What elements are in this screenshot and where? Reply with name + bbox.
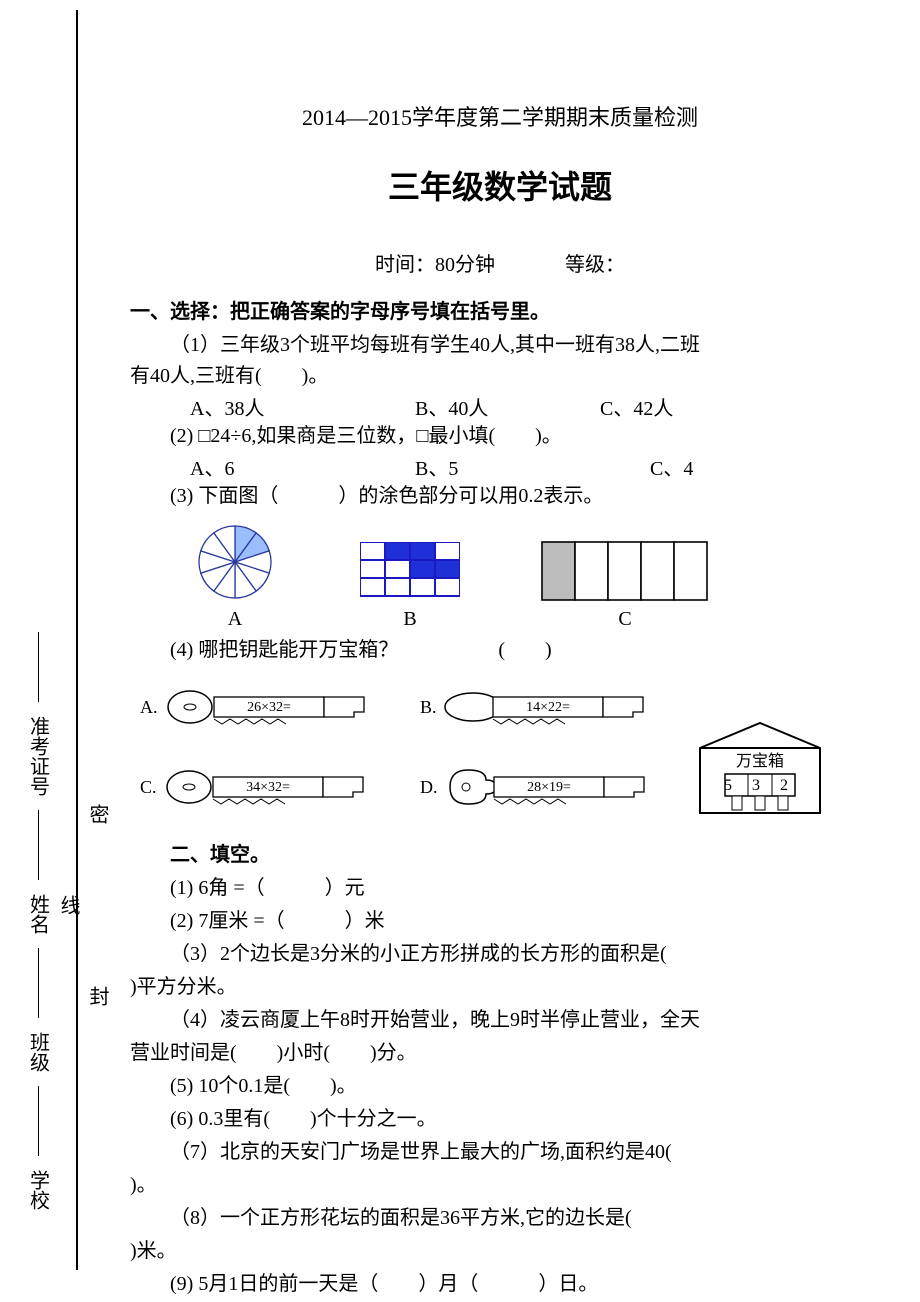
f8a: （8）一个正方形花坛的面积是36平方米,它的边长是( (130, 1203, 870, 1234)
side-underline (38, 632, 39, 702)
treasure-box: 万宝箱 5 3 2 (690, 718, 830, 823)
q4-key-a: A. 26×32= (140, 682, 374, 732)
key-icon: 28×19= (444, 762, 654, 812)
q3-fig-a: A (190, 522, 280, 631)
side-school-label: 学校 (24, 1170, 53, 1210)
f4a: （4）凌云商厦上午8时开始营业，晚上9时半停止营业，全天 (130, 1005, 870, 1036)
f8b: )米。 (130, 1236, 870, 1267)
f5: (5) 10个0.1是( )。 (130, 1071, 870, 1102)
q1-optB: B、40人 (415, 392, 595, 421)
f1: (1) 6角 =（ ）元 (130, 873, 870, 904)
margin-rule (76, 10, 78, 1270)
q2-stem: (2) □24÷6,如果商是三位数，□最小填( )。 (130, 421, 870, 452)
box-digits: 5 3 2 (724, 777, 796, 794)
q4-label-a: A. (140, 697, 158, 718)
q4-stem: (4) 哪把钥匙能开万宝箱？ ( ) (130, 635, 870, 666)
side-class: 班级 (24, 1032, 53, 1072)
pie-icon (190, 522, 280, 602)
fill-blanks: (1) 6角 =（ ）元 (2) 7厘米 =（ ）米 （3）2个边长是3分米的小… (130, 873, 870, 1300)
grid-icon (360, 542, 460, 602)
q4-label-d: D. (420, 777, 438, 798)
key-icon: 34×32= (163, 762, 373, 812)
q2-options: A、6 B、5 C、4 (130, 452, 870, 481)
key-icon: 26×32= (164, 682, 374, 732)
svg-text:28×19=: 28×19= (527, 780, 571, 795)
q1-stem-b: 有40人,三班有( )。 (130, 361, 870, 392)
side-school: 学校 (24, 1170, 53, 1210)
f9: (9) 5月1日的前一天是（ ）月（ ）日。 (130, 1269, 870, 1300)
q3-label-b: B (360, 608, 460, 631)
q2-optB: B、5 (415, 452, 645, 481)
q1-optC: C、42人 (600, 392, 673, 421)
section-1-head: 一、选择：把正确答案的字母序号填在括号里。 (130, 295, 870, 324)
f4b: 营业时间是( )小时( )分。 (130, 1038, 870, 1069)
f3a: （3）2个边长是3分米的小正方形拼成的长方形的面积是( (130, 939, 870, 970)
svg-text:14×22=: 14×22= (526, 700, 570, 715)
q4-key-b: B. 14×22= (420, 682, 653, 732)
page-content: 2014—2015学年度第二学期期末质量检测 三年级数学试题 时间：80分钟 等… (130, 100, 870, 1302)
q2-optA: A、6 (190, 452, 410, 481)
q3-label-c: C (540, 608, 710, 631)
q2-optC: C、4 (650, 452, 693, 481)
q3-figures: A B C (130, 522, 870, 631)
box-label: 万宝箱 (736, 752, 784, 770)
q1-options: A、38人 B、40人 C、42人 (130, 392, 870, 421)
q4-figures: A. 26×32= B. 14×22= C. 34×32= D. 28×19= … (130, 672, 870, 832)
svg-text:34×32=: 34×32= (246, 780, 290, 795)
q3-label-a: A (190, 608, 280, 631)
side-class-label: 班级 (24, 1032, 53, 1072)
time-label: 时间： (375, 254, 435, 276)
q4-label-c: C. (140, 777, 157, 798)
f3b: )平方分米。 (130, 972, 870, 1003)
q4-key-c: C. 34×32= (140, 762, 373, 812)
time-value: 80分钟 (435, 254, 495, 276)
f7a: （7）北京的天安门广场是世界上最大的广场,面积约是40( (130, 1137, 870, 1168)
exam-info: 时间：80分钟 等级： (130, 248, 870, 277)
q3-fig-c: C (540, 540, 710, 631)
exam-title: 三年级数学试题 (130, 162, 870, 208)
side-underline (38, 1086, 39, 1156)
rect-icon (540, 540, 710, 602)
side-info: 学校 班级 姓名 准考证号 (8, 530, 68, 1220)
q3-fig-b: B (360, 542, 460, 631)
side-underline (38, 948, 39, 1018)
q1-stem-a: （1）三年级3个班平均每班有学生40人,其中一班有38人,二班 (130, 330, 870, 361)
q4-label-b: B. (420, 697, 437, 718)
exam-header: 2014—2015学年度第二学期期末质量检测 (130, 100, 870, 132)
side-underline (38, 810, 39, 880)
svg-text:26×32=: 26×32= (247, 700, 291, 715)
side-name: 姓名 (24, 894, 53, 934)
grade-label: 等级： (565, 254, 625, 276)
f6: (6) 0.3里有( )个十分之一。 (130, 1104, 870, 1135)
seal-line: 密 封 线 (82, 760, 112, 1120)
side-examno-label: 准考证号 (24, 716, 53, 796)
q1-optA: A、38人 (190, 392, 410, 421)
key-icon: 14×22= (443, 682, 653, 732)
side-name-label: 姓名 (24, 894, 53, 934)
section-2-head: 二、填空。 (130, 838, 870, 867)
f7b: )。 (130, 1170, 870, 1201)
q4-key-d: D. 28×19= (420, 762, 654, 812)
side-examno: 准考证号 (24, 716, 53, 796)
f2: (2) 7厘米 =（ ）米 (130, 906, 870, 937)
treasure-box-icon: 万宝箱 5 3 2 (690, 718, 830, 818)
q3-stem: (3) 下面图（ ）的涂色部分可以用0.2表示。 (130, 481, 870, 512)
